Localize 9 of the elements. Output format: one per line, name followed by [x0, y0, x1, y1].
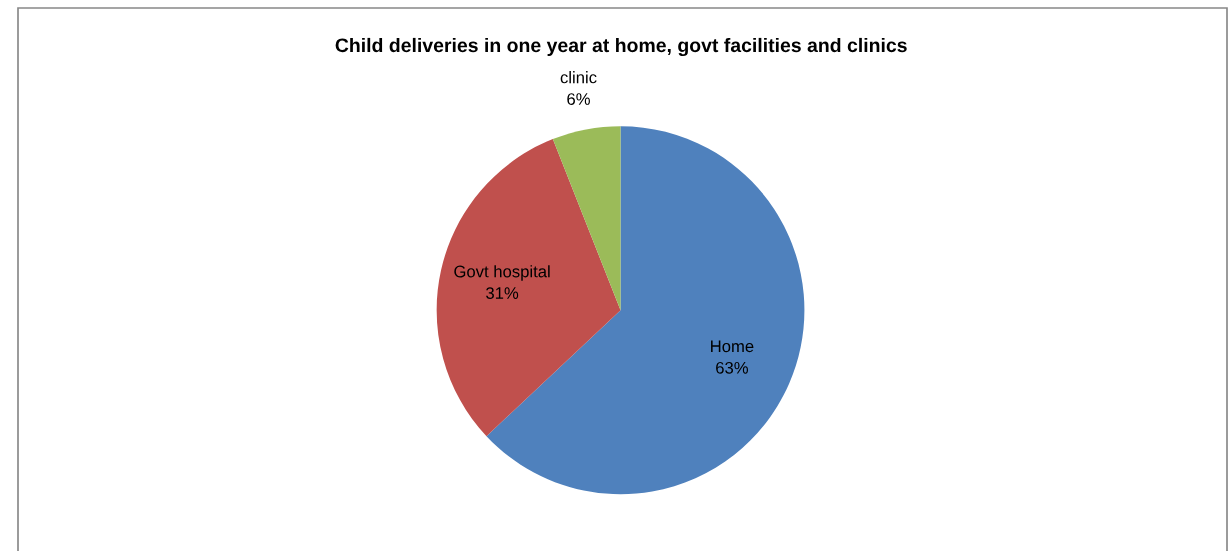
slice-label: Govt hospital [454, 265, 550, 281]
slice-label: Home [711, 340, 754, 353]
pie-slice [552, 126, 621, 311]
data-label: 31% [486, 287, 519, 299]
data-label: 6% [567, 93, 590, 105]
data-label: 63% [716, 361, 748, 374]
chart-title: Child deliveries in one year at home, govt facilities and clinics [335, 37, 907, 57]
pie-slice [436, 139, 621, 437]
slice-label: clinic [560, 71, 597, 84]
